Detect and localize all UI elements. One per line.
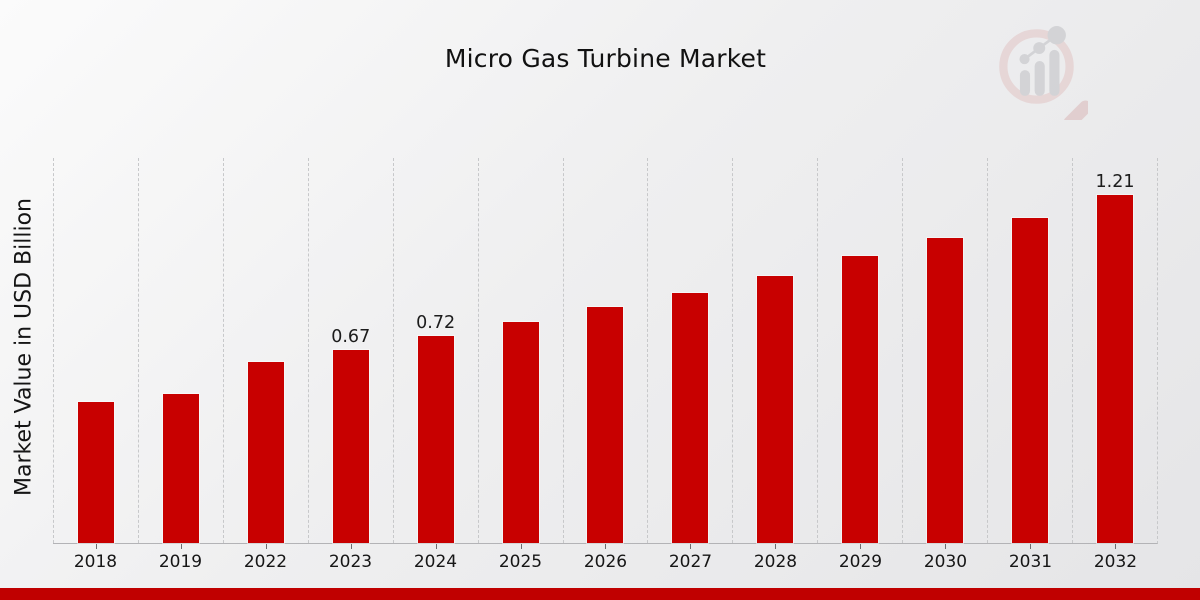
x-axis-tick: [95, 544, 97, 549]
bar-2030: [927, 238, 964, 543]
x-axis-tick: [350, 544, 352, 549]
magnifier-bar-chart-watermark-icon: [999, 26, 1088, 120]
chart-column-2028: [732, 158, 817, 549]
chart-column-2027: [647, 158, 732, 549]
chart-column-2023: 0.67: [307, 158, 393, 549]
x-axis-tick: [1030, 544, 1032, 549]
x-tick-label-2028: 2028: [753, 552, 798, 572]
x-tick-label-2026: 2026: [583, 552, 628, 572]
chart-title: Micro Gas Turbine Market: [444, 44, 767, 73]
x-axis-tick: [945, 544, 947, 549]
chart-column-2018: [53, 158, 138, 549]
x-axis-tick: [775, 544, 777, 549]
bar-2028: [757, 276, 794, 543]
bar-2031: [1012, 218, 1049, 543]
bar-2018: [77, 402, 114, 543]
x-axis-tick: [265, 544, 267, 549]
x-tick-label-2025: 2025: [498, 552, 543, 572]
bar-value-label-2023: 0.67: [331, 327, 371, 347]
x-tick-label-2022: 2022: [243, 552, 288, 572]
x-axis-labels: 2018 2019 2022 2023 2024 2025 2026 2027 2028 2029…: [53, 552, 1158, 572]
x-axis-tick: [520, 544, 522, 549]
y-axis-label: Market Value in USD Billion: [11, 197, 37, 497]
x-axis-tick: [435, 544, 437, 549]
bar-2019: [162, 394, 199, 543]
bar-2024: 0.72: [416, 313, 455, 543]
x-tick-label-2018: 2018: [73, 552, 118, 572]
bar-2025: [502, 322, 539, 543]
bar-2026: [587, 307, 624, 543]
chart-column-2019: [137, 158, 223, 549]
bar-value-label-2032: 1.21: [1095, 172, 1135, 192]
chart-column-2026: [562, 158, 648, 549]
chart-column-2030: [902, 158, 987, 549]
x-tick-label-2024: 2024: [413, 552, 458, 572]
bar-value-label-2024: 0.72: [416, 313, 456, 333]
x-tick-label-2029: 2029: [838, 552, 883, 572]
x-tick-label-2031: 2031: [1008, 552, 1053, 572]
chart-column-2022: [222, 158, 308, 549]
chart-column-2032: 1.21: [1072, 158, 1157, 549]
x-axis-tick: [860, 544, 862, 549]
chart-column-2024: 0.72: [392, 158, 478, 549]
x-axis-tick: [690, 544, 692, 549]
bar-2022: [247, 362, 284, 543]
bottom-accent-band: [0, 588, 1200, 600]
x-axis-tick: [180, 544, 182, 549]
x-tick-label-2032: 2032: [1093, 552, 1138, 572]
x-tick-label-2023: 2023: [328, 552, 373, 572]
bar-2032: 1.21: [1096, 172, 1135, 543]
chart-column-2031: [987, 158, 1072, 549]
x-tick-label-2027: 2027: [668, 552, 713, 572]
bar-2027: [672, 293, 709, 543]
x-axis-tick: [605, 544, 607, 549]
plot-area: 0.67 0.72 1.21: [53, 158, 1158, 549]
x-axis-tick: [1115, 544, 1117, 549]
chart-column-2025: [477, 158, 563, 549]
chart-column-2029: [817, 158, 902, 549]
x-tick-label-2030: 2030: [923, 552, 968, 572]
bar-2029: [842, 256, 879, 543]
x-tick-label-2019: 2019: [158, 552, 203, 572]
bar-2023: 0.67: [331, 327, 370, 543]
